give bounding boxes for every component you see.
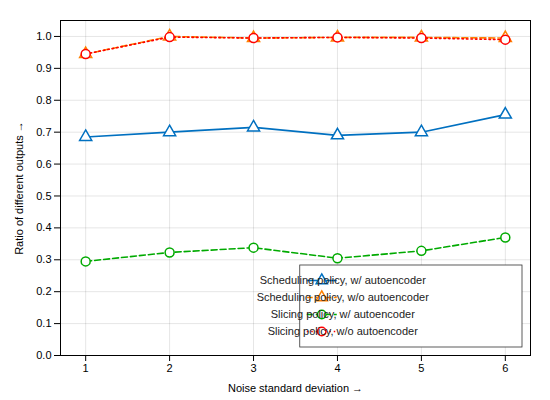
svg-text:Ratio of different outputs →: Ratio of different outputs → <box>13 121 25 255</box>
svg-text:0.3: 0.3 <box>36 253 51 265</box>
svg-text:0.4: 0.4 <box>36 221 51 233</box>
svg-text:0.2: 0.2 <box>36 285 51 297</box>
svg-text:1: 1 <box>83 362 89 374</box>
svg-text:0.6: 0.6 <box>36 158 51 170</box>
svg-text:0.0: 0.0 <box>36 349 51 361</box>
svg-text:Scheduling policy, w/o autoenc: Scheduling policy, w/o autoencoder <box>257 291 430 303</box>
svg-text:3: 3 <box>250 362 256 374</box>
svg-text:4: 4 <box>334 362 340 374</box>
svg-text:0.1: 0.1 <box>36 317 51 329</box>
svg-text:6: 6 <box>502 362 508 374</box>
svg-text:0.5: 0.5 <box>36 189 51 201</box>
svg-text:Noise standard deviation →: Noise standard deviation → <box>228 382 363 394</box>
svg-text:Scheduling policy, w/ autoenco: Scheduling policy, w/ autoencoder <box>260 274 426 286</box>
svg-text:1.0: 1.0 <box>36 30 51 42</box>
svg-text:Slicing policy, w/o autoencode: Slicing policy, w/o autoencoder <box>268 325 419 337</box>
svg-text:Slicing policy, w/ autoencoder: Slicing policy, w/ autoencoder <box>271 308 415 320</box>
svg-text:0.9: 0.9 <box>36 62 51 74</box>
svg-text:0.7: 0.7 <box>36 126 51 138</box>
svg-text:0.8: 0.8 <box>36 94 51 106</box>
svg-text:2: 2 <box>167 362 173 374</box>
svg-text:5: 5 <box>418 362 424 374</box>
